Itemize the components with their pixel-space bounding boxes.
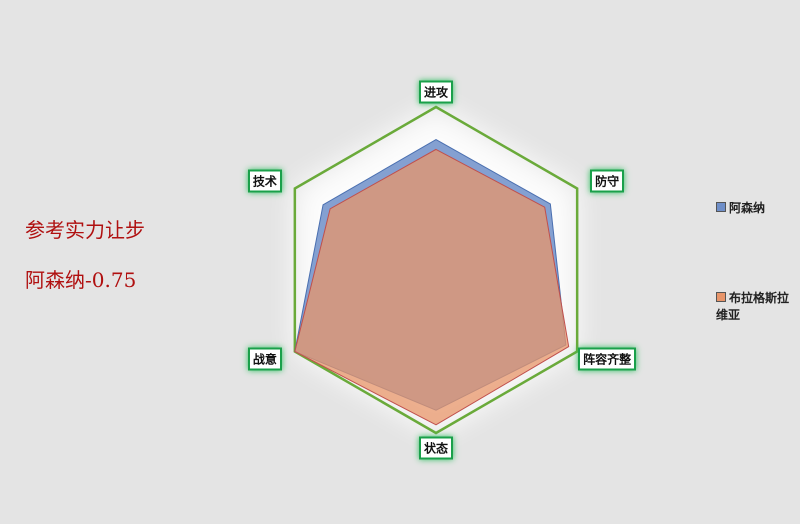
axis-label: 阵容齐整 <box>578 347 637 371</box>
legend-item: 布拉格斯拉维亚 <box>716 290 800 324</box>
legend-item: 阿森纳 <box>716 200 800 217</box>
annotation: 阿森纳-0.75 <box>25 268 137 292</box>
grid-outline <box>293 105 579 435</box>
axis-label: 状态 <box>418 436 454 459</box>
series-area <box>294 148 570 426</box>
legend-swatch <box>716 292 726 302</box>
axis-label: 战意 <box>247 347 282 371</box>
axis-label: 技术 <box>247 169 282 193</box>
annotation: 参考实力让步 <box>25 218 145 242</box>
axis-label: 防守 <box>590 169 625 193</box>
legend-label: 布拉格斯拉维亚 <box>716 291 790 322</box>
axis-label: 进攻 <box>418 80 454 104</box>
legend-label: 阿森纳 <box>729 201 766 215</box>
legend-swatch <box>716 202 726 212</box>
